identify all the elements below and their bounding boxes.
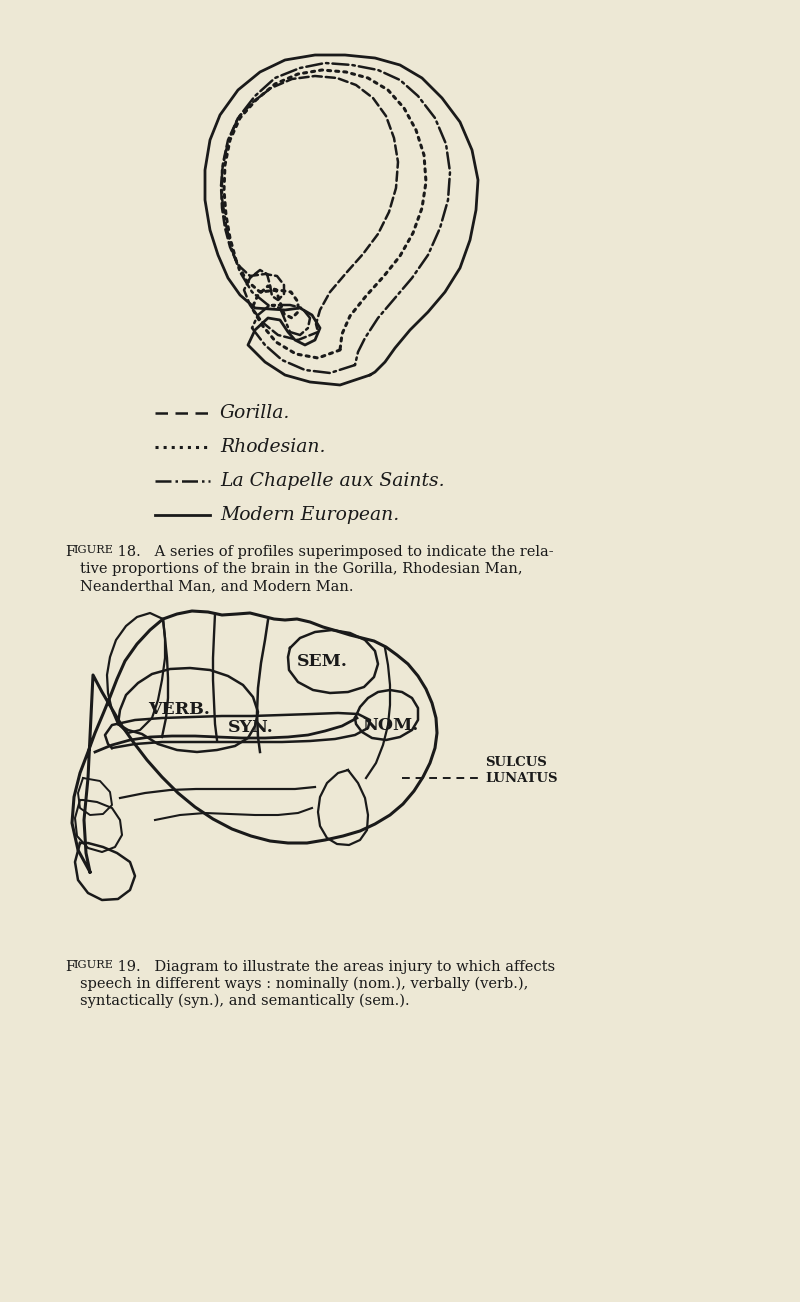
Text: VERB.: VERB.: [148, 702, 210, 719]
Text: tive proportions of the brain in the Gorilla, Rhodesian Man,: tive proportions of the brain in the Gor…: [80, 562, 522, 575]
Text: IGURE: IGURE: [73, 546, 113, 555]
Text: Modern European.: Modern European.: [220, 506, 399, 523]
Text: SEM.: SEM.: [297, 654, 348, 671]
Text: Rhodesian.: Rhodesian.: [220, 437, 326, 456]
Text: SULCUS
LUNATUS: SULCUS LUNATUS: [485, 756, 558, 785]
Text: syntactically (syn.), and semantically (sem.).: syntactically (syn.), and semantically (…: [80, 993, 410, 1008]
Text: F: F: [65, 546, 75, 559]
Text: Neanderthal Man, and Modern Man.: Neanderthal Man, and Modern Man.: [80, 579, 354, 592]
Text: 19.   Diagram to illustrate the areas injury to which affects: 19. Diagram to illustrate the areas inju…: [113, 960, 555, 974]
Text: Gorilla.: Gorilla.: [220, 404, 290, 422]
Text: speech in different ways : nominally (nom.), verbally (verb.),: speech in different ways : nominally (no…: [80, 976, 528, 991]
Text: 18.   A series of profiles superimposed to indicate the rela-: 18. A series of profiles superimposed to…: [113, 546, 554, 559]
Text: SYN.: SYN.: [228, 719, 274, 736]
Text: IGURE: IGURE: [73, 960, 113, 970]
Text: F: F: [65, 960, 75, 974]
Text: NOM.: NOM.: [362, 717, 418, 734]
Text: La Chapelle aux Saints.: La Chapelle aux Saints.: [220, 473, 445, 490]
